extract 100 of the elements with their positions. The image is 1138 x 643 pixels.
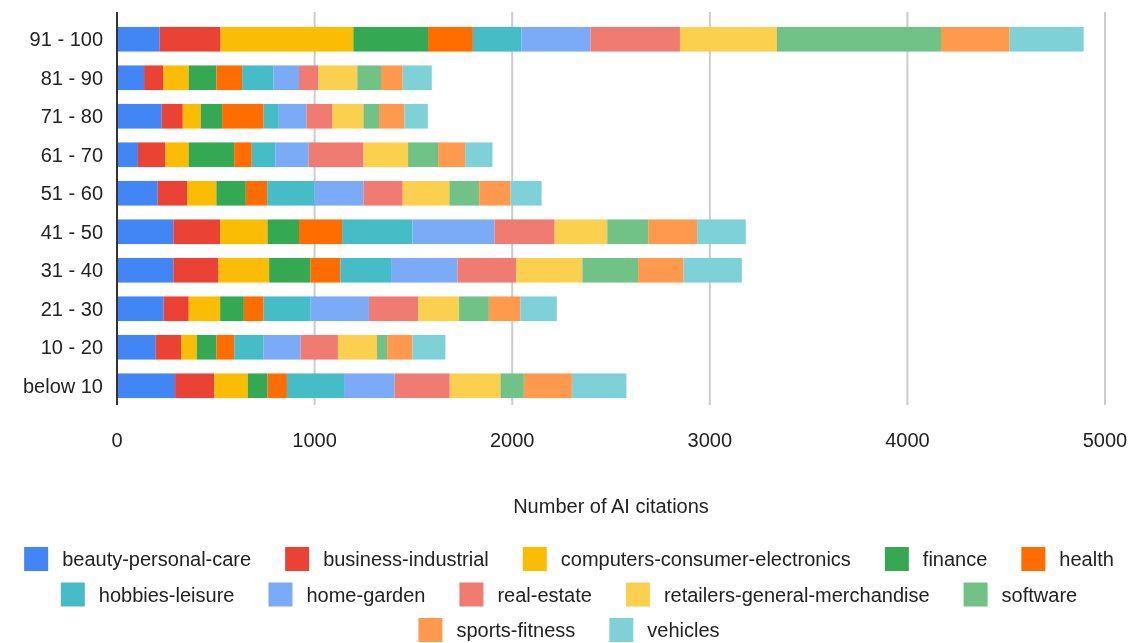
bar — [117, 26, 160, 52]
legend-label: finance — [922, 548, 988, 570]
bar — [408, 142, 439, 168]
bar — [776, 26, 941, 52]
bar — [298, 219, 343, 245]
bar — [243, 296, 264, 322]
bar — [234, 142, 252, 168]
bar — [310, 257, 341, 283]
legend-label: home-garden — [306, 583, 426, 606]
bar — [165, 142, 189, 168]
bar — [242, 65, 274, 91]
bar — [245, 180, 268, 206]
y-tick-label: 51 - 60 — [40, 182, 103, 205]
bar — [412, 334, 446, 360]
bar — [590, 26, 680, 52]
bar — [412, 219, 495, 245]
bar — [607, 219, 649, 245]
bar — [220, 296, 244, 322]
bar — [159, 26, 221, 52]
bar — [363, 142, 409, 168]
bar — [582, 257, 639, 283]
x-tick-label: 1000 — [292, 429, 337, 451]
bar — [379, 103, 405, 129]
bar — [157, 180, 188, 206]
bar — [216, 180, 246, 206]
bar — [449, 373, 501, 399]
bar — [222, 103, 264, 129]
bar — [306, 103, 332, 129]
bar — [697, 219, 746, 245]
bar — [188, 65, 217, 91]
bar — [173, 257, 219, 283]
bar — [683, 257, 742, 283]
legend-label: computers-consumer-electronics — [560, 548, 851, 570]
bar — [117, 334, 156, 360]
bar — [117, 257, 174, 283]
x-tick-label: 3000 — [687, 429, 733, 451]
bar — [438, 142, 466, 168]
bar — [273, 65, 299, 91]
bar — [428, 26, 473, 52]
y-tick-label: 81 - 90 — [40, 66, 103, 89]
bar — [404, 103, 428, 129]
bar — [216, 65, 243, 91]
y-tick-label: 71 - 80 — [40, 105, 103, 128]
bar — [679, 26, 777, 52]
bar — [521, 26, 591, 52]
bar — [188, 142, 235, 168]
bar — [196, 334, 217, 360]
bar — [494, 219, 555, 245]
bar — [318, 65, 358, 91]
bar — [1009, 26, 1084, 52]
y-tick-label: 31 - 40 — [40, 259, 103, 282]
x-tick-label: 5000 — [1082, 429, 1128, 451]
bar — [234, 334, 264, 360]
bar — [380, 65, 403, 91]
bar — [200, 103, 223, 129]
legend-label: hobbies-leisure — [98, 583, 235, 606]
bar — [137, 142, 166, 168]
bar — [638, 257, 684, 283]
bar — [479, 180, 511, 206]
x-tick-label: 0 — [111, 429, 123, 451]
bar — [144, 65, 164, 91]
bar — [247, 373, 268, 399]
y-tick-label: 61 - 70 — [40, 143, 103, 166]
bar — [117, 142, 138, 168]
bar — [402, 65, 432, 91]
bar — [340, 257, 392, 283]
bar — [449, 180, 480, 206]
bar — [554, 219, 608, 245]
bar — [263, 103, 279, 129]
bar — [368, 296, 419, 322]
bar — [510, 180, 542, 206]
bar — [188, 296, 221, 322]
bar — [263, 296, 311, 322]
bar — [457, 257, 517, 283]
bar — [363, 180, 403, 206]
bar — [363, 103, 380, 129]
bar — [251, 142, 276, 168]
y-tick-label: below 10 — [22, 374, 103, 397]
legend-label: software — [1001, 583, 1078, 606]
legend-label: vehicles — [647, 619, 720, 641]
bar — [472, 26, 522, 52]
legend-label: beauty-personal-care — [62, 548, 252, 570]
bar — [216, 334, 235, 360]
bar — [286, 373, 345, 399]
bar — [173, 219, 221, 245]
bar — [357, 65, 381, 91]
bar — [465, 142, 493, 168]
bar — [117, 296, 164, 322]
bar — [391, 257, 458, 283]
bar — [263, 334, 301, 360]
bar — [520, 296, 557, 322]
legend-label: sports-fitness — [456, 619, 576, 641]
legend-label: business-industrial — [323, 548, 489, 570]
bar — [353, 26, 429, 52]
bar — [394, 373, 450, 399]
legend-label: real-estate — [497, 583, 592, 606]
bar — [571, 373, 627, 399]
bar — [163, 65, 189, 91]
bar — [220, 219, 268, 245]
y-tick-label: 10 - 20 — [40, 336, 103, 359]
